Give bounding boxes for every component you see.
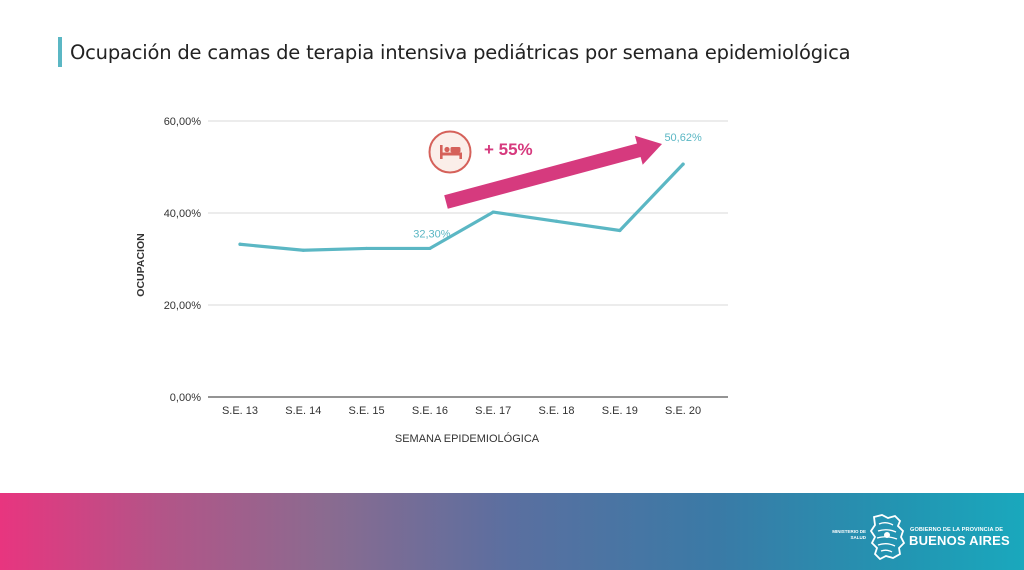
ministry-line-2: SALUD	[850, 535, 867, 540]
growth-percentage: + 55%	[484, 140, 533, 159]
badge-circle	[428, 130, 472, 174]
x-axis-label: SEMANA EPIDEMIOLÓGICA	[395, 432, 540, 445]
province-map-icon	[869, 514, 905, 560]
x-tick-label: S.E. 18	[538, 405, 574, 417]
occupancy-line-chart: 0,00%20,00%40,00%60,00% S.E. 13 S.E. 14 S.…	[135, 116, 728, 445]
x-tick-label: S.E. 13	[222, 405, 258, 417]
data-point	[365, 246, 369, 251]
y-axis-label: OCUPACION	[135, 233, 147, 296]
series-layer	[238, 162, 685, 252]
data-point	[618, 228, 622, 233]
data-point	[681, 162, 685, 166]
page-header: Ocupación de camas de terapia intensiva …	[58, 36, 851, 68]
data-point	[491, 210, 495, 214]
footer-band	[0, 493, 1024, 570]
data-label: 32,30%	[413, 228, 451, 240]
page-title: Ocupación de camas de terapia intensiva …	[70, 40, 851, 64]
x-tick-labels: S.E. 13 S.E. 14 S.E. 15 S.E. 16 S.E. 17 S.E. …	[222, 405, 701, 417]
bed-icon	[440, 145, 462, 159]
grid-lines	[208, 120, 728, 398]
y-tick-label: 40,00%	[164, 208, 202, 220]
y-tick-labels: 0,00% 20,00% 40,00% 60,00%	[164, 116, 202, 404]
data-point	[554, 219, 559, 223]
data-label: 50,62%	[664, 132, 702, 144]
x-tick-label: S.E. 19	[602, 405, 638, 417]
y-tick-label: 0,00%	[170, 392, 201, 404]
title-accent-bar	[58, 37, 62, 67]
government-logo: MINISTERIO DE SALUD GOBIERNO DE LA PROVI…	[826, 513, 1016, 561]
government-line-1: GOBIERNO DE LA PROVINCIA DE	[910, 527, 1004, 533]
x-tick-label: S.E. 16	[412, 405, 448, 417]
data-point	[428, 246, 432, 251]
series-line	[238, 162, 685, 252]
growth-annotation: + 55%	[428, 130, 662, 209]
bed-badge	[428, 130, 472, 174]
ministry-line-1: MINISTERIO DE	[832, 529, 866, 534]
x-tick-label: S.E. 20	[665, 405, 701, 417]
x-tick-label: S.E. 17	[475, 405, 511, 417]
data-labels: 32,30% 50,62%	[413, 132, 702, 240]
y-tick-label: 20,00%	[164, 300, 202, 312]
y-tick-label: 60,00%	[164, 116, 202, 128]
ministry-text: MINISTERIO DE SALUD	[826, 529, 866, 541]
government-line-2: BUENOS AIRES	[909, 533, 1010, 548]
data-point	[238, 242, 242, 246]
x-tick-label: S.E. 14	[285, 405, 321, 417]
data-point	[301, 248, 305, 252]
trend-arrow	[444, 135, 662, 209]
x-tick-label: S.E. 15	[349, 405, 385, 417]
